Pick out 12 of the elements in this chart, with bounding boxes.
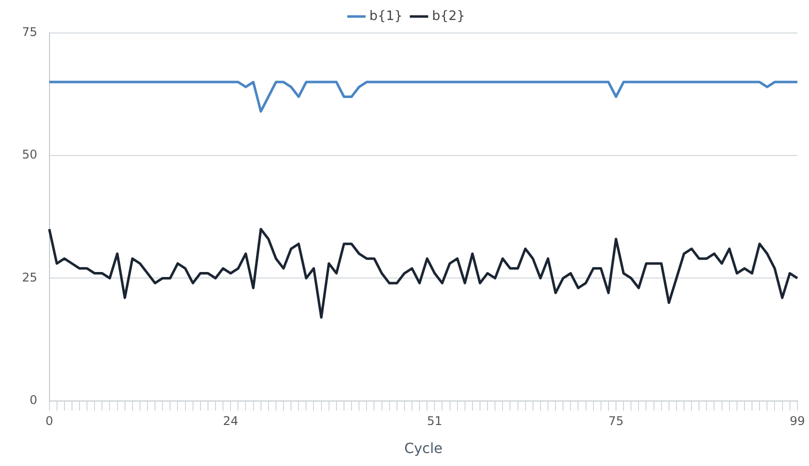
legend-label: b{2} [432, 8, 466, 24]
x-tick-label: 0 [45, 414, 54, 428]
y-tick-label: 25 [22, 270, 38, 284]
y-tick-label: 75 [22, 25, 38, 40]
x-tick-label: 24 [222, 414, 238, 428]
x-tick-label: 75 [608, 414, 624, 428]
x-tick-label: 99 [790, 414, 806, 428]
x-axis-title: Cycle [404, 441, 442, 458]
y-tick-label: 0 [30, 392, 38, 407]
y-tick-label: 50 [22, 148, 38, 162]
x-tick-label: 51 [427, 414, 442, 428]
legend-label: b{1} [369, 8, 403, 24]
